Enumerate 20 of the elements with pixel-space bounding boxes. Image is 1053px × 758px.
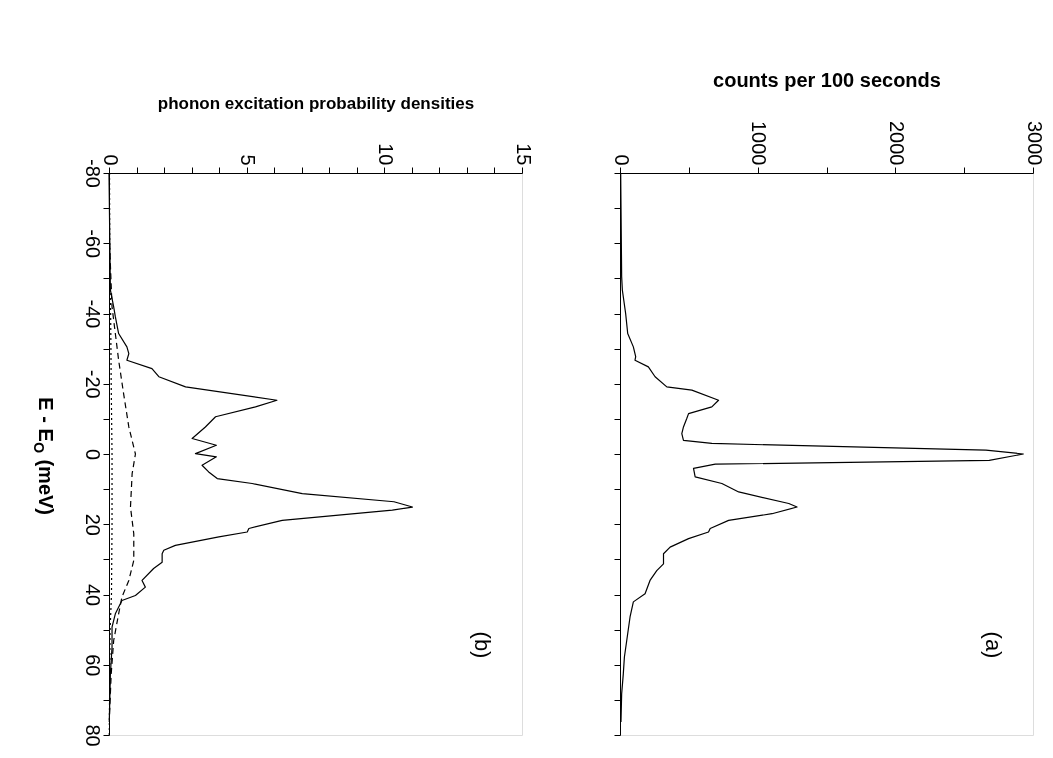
annotation: (a) [981, 631, 1006, 659]
y-tick-label: -60 [81, 229, 104, 259]
y-tick-label: 0 [81, 448, 104, 461]
x-tick-label: 10 [374, 143, 397, 166]
y-tick-label: -20 [81, 369, 104, 399]
x-axis-title: counts per 100 seconds [713, 69, 941, 92]
y-tick-label: 80 [81, 724, 104, 747]
x-tick-label: 2000 [885, 121, 908, 166]
y-tick-label: 60 [81, 654, 104, 677]
y-tick-label: 40 [81, 583, 104, 607]
x-tick-label: 1000 [748, 121, 771, 166]
y-tick-label: 20 [81, 513, 104, 536]
y-tick-label: -40 [81, 299, 104, 329]
y-axis-title: E - EO (meV) [31, 397, 57, 516]
x-axis-title: phonon excitation probability densities [157, 94, 475, 114]
x-tick-label: 5 [237, 154, 260, 166]
annotation: (b) [470, 631, 495, 659]
x-tick-label: 3000 [1023, 121, 1046, 166]
x-tick-label: 0 [610, 154, 633, 166]
x-tick-label: 15 [512, 143, 535, 166]
